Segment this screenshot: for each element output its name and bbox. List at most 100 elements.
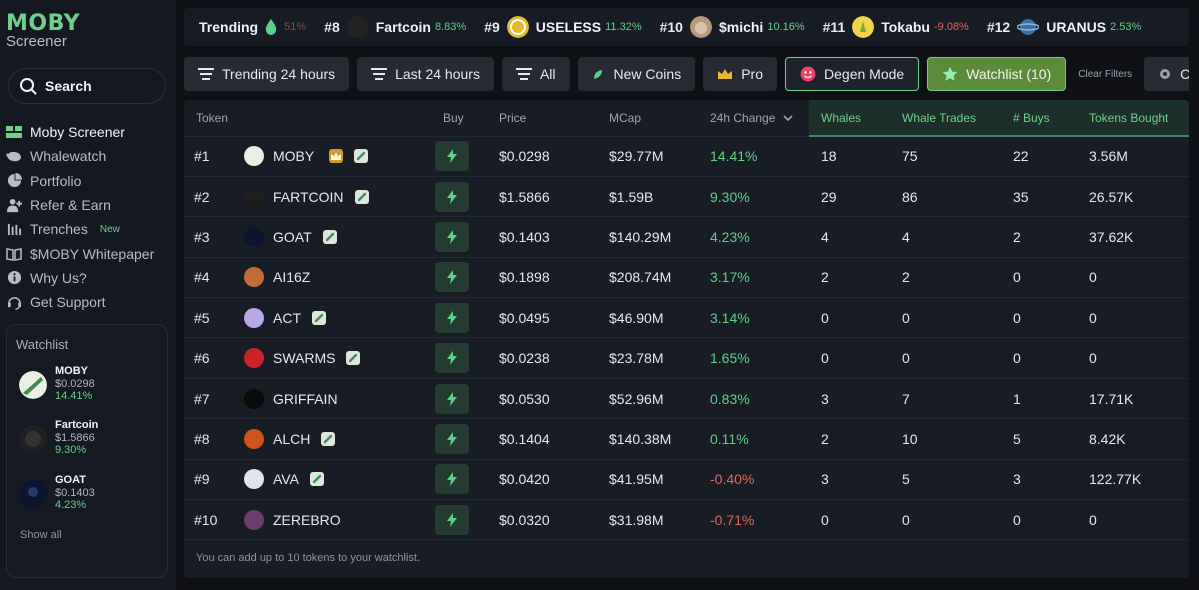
watchlist-item[interactable]: GOAT $0.1403 4.23% [19, 474, 95, 511]
col-header-buys[interactable]: # Buys [1001, 100, 1077, 137]
table-row[interactable]: #10 ZEREBRO $0.0320 $31.98M -0.71% 0 0 0 0 [184, 500, 1189, 540]
cell-token[interactable]: ZEREBRO [232, 500, 431, 540]
buy-button[interactable] [435, 343, 469, 374]
trench-icon [6, 221, 22, 237]
trending-rank: #10 [659, 19, 683, 35]
buy-button[interactable] [435, 383, 469, 414]
cell-token[interactable]: GOAT [232, 217, 431, 257]
filter-watchlist[interactable]: Watchlist (10) [927, 57, 1067, 91]
sidebar-item-label: $MOBY Whitepaper [30, 245, 155, 262]
filter-trending-24-hours[interactable]: Trending 24 hours [184, 57, 350, 91]
sidebar-item-why-us[interactable]: Why Us? [6, 266, 154, 290]
cell-token[interactable]: FARTCOIN [232, 176, 431, 216]
cell-token[interactable]: SWARMS [232, 338, 431, 378]
buy-button[interactable] [435, 181, 469, 212]
cell-whale-trades: 10 [902, 430, 918, 447]
trending-item-uranus[interactable]: #12 URANUS 2.53% [987, 16, 1141, 38]
tokabu-token-icon [852, 16, 875, 38]
cell-buy [431, 136, 487, 176]
cell-rank: #2 [194, 188, 210, 205]
cell-rank: #3 [194, 228, 210, 245]
degen-face-icon [800, 66, 816, 82]
sidebar-item-trenches[interactable]: Trenches New [6, 217, 154, 241]
sidebar-item-refer-earn[interactable]: Refer & Earn [6, 193, 154, 217]
table-row[interactable]: #3 GOAT $0.1403 $140.29M 4.23% 4 4 2 37.62K [184, 217, 1189, 258]
cell-mcap: $23.78M [609, 350, 664, 367]
table-row[interactable]: #4 AI16Z $0.1898 $208.74M 3.17% 2 2 0 0 [184, 257, 1189, 298]
watchlist-item[interactable]: MOBY $0.0298 14.41% [19, 365, 95, 402]
buy-button[interactable] [435, 221, 469, 252]
show-all-link[interactable]: Show all [20, 529, 62, 541]
sidebar-item-portfolio[interactable]: Portfolio [6, 169, 154, 193]
filter-degen-mode[interactable]: Degen Mode [785, 57, 920, 91]
watchlist-price: $0.1403 [55, 487, 95, 499]
filter-pro[interactable]: Pro [703, 57, 778, 91]
cell-whales: 29 [821, 188, 837, 205]
trending-item-fartcoin[interactable]: #8 Fartcoin 8.83% [324, 16, 466, 38]
buy-button[interactable] [435, 504, 469, 535]
cell-buys: 5 [1013, 430, 1021, 447]
col-header-tokens-bought[interactable]: Tokens Bought [1077, 100, 1189, 137]
col-header-price[interactable]: Price [487, 100, 597, 137]
table-row[interactable]: #8 ALCH $0.1404 $140.38M 0.11% 2 10 5 8.42K [184, 419, 1189, 460]
buy-button[interactable] [435, 464, 469, 495]
buy-button[interactable] [435, 262, 469, 293]
table-header-row: Token Buy Price MCap 24h Change Whales W… [184, 100, 1189, 137]
lightning-icon [447, 149, 457, 164]
table-row[interactable]: #5 ACT $0.0495 $46.90M 3.14% 0 0 0 0 [184, 298, 1189, 338]
cell-buy [431, 257, 487, 297]
search-button[interactable]: Search [8, 68, 166, 104]
cell-token[interactable]: ALCH [232, 419, 431, 459]
moby-logo[interactable]: MOBY Screener [6, 13, 80, 50]
col-header-token[interactable]: Token [184, 100, 431, 137]
trending-item-tokabu[interactable]: #11 Tokabu -9.08% [823, 16, 969, 38]
cell-token[interactable]: AI16Z [232, 257, 431, 297]
sidebar-item-whalewatch[interactable]: Whalewatch [6, 144, 154, 168]
cell-token[interactable]: AVA [232, 459, 431, 499]
trending-item-michi[interactable]: #10 $michi 10.16% [660, 16, 805, 38]
cell-whales: 2 [821, 269, 829, 286]
sidebar-item-label: Moby Screener [30, 124, 125, 141]
col-header-whales[interactable]: Whales [809, 100, 890, 137]
buy-button[interactable] [435, 141, 469, 172]
filter-new-coins[interactable]: New Coins [577, 57, 696, 91]
token-name: AI16Z [273, 269, 311, 286]
cell-24h-change: 0.11% [710, 430, 749, 447]
buy-button[interactable] [435, 423, 469, 454]
trending-pct: 2.53% [1110, 21, 1142, 33]
col-header-24h-change[interactable]: 24h Change [698, 100, 809, 137]
cell-price: $0.0530 [499, 390, 550, 407]
filter-custom[interactable]: Custom [1144, 57, 1189, 91]
token-name: GOAT [273, 228, 312, 245]
sidebar-item-whitepaper[interactable]: $MOBY Whitepaper [6, 241, 154, 265]
cell-token[interactable]: MOBY [232, 136, 431, 176]
chevron-down-icon [783, 115, 793, 121]
table-row[interactable]: #7 GRIFFAIN $0.0530 $52.96M 0.83% 3 7 1 17.71K [184, 378, 1189, 419]
cell-24h-change: 0.83% [710, 390, 750, 407]
cell-buys: 0 [1013, 350, 1021, 367]
star-icon [942, 66, 958, 81]
filter-label: Clear Filters [1078, 68, 1133, 80]
cell-whale-trades: 75 [902, 148, 918, 165]
sidebar-item-moby-screener[interactable]: Moby Screener [6, 120, 154, 144]
cell-token[interactable]: ACT [232, 298, 431, 338]
col-header-mcap[interactable]: MCap [597, 100, 698, 137]
cell-token[interactable]: GRIFFAIN [232, 378, 431, 418]
cell-rank: #9 [194, 471, 210, 488]
trending-item-useless[interactable]: #9 USELESS 11.32% [484, 16, 642, 38]
useless-token-icon [506, 16, 529, 38]
table-row[interactable]: #9 AVA $0.0420 $41.95M -0.40% 3 5 3 122.77K [184, 459, 1189, 500]
table-row[interactable]: #6 SWARMS $0.0238 $23.78M 1.65% 0 0 0 0 [184, 338, 1189, 379]
moby-token-icon [19, 371, 47, 399]
clear-filters-button[interactable]: Clear Filters [1074, 57, 1136, 91]
watchlist-item[interactable]: Fartcoin $1.5866 9.30% [19, 419, 98, 456]
table-row[interactable]: #1 MOBY $0.0298 $29.77M 14.41% 18 75 22 3.56M [184, 136, 1189, 177]
cell-buy [431, 217, 487, 257]
buy-button[interactable] [435, 302, 469, 333]
sidebar-item-get-support[interactable]: Get Support [6, 290, 154, 314]
table-row[interactable]: #2 FARTCOIN $1.5866 $1.59B 9.30% 29 86 35 26.57K [184, 176, 1189, 217]
filter-last-24-hours[interactable]: Last 24 hours [357, 57, 494, 91]
col-header-whale-trades[interactable]: Whale Trades [890, 100, 1001, 137]
cell-tokens-bought: 8.42K [1089, 430, 1126, 447]
filter-all[interactable]: All [501, 57, 570, 91]
